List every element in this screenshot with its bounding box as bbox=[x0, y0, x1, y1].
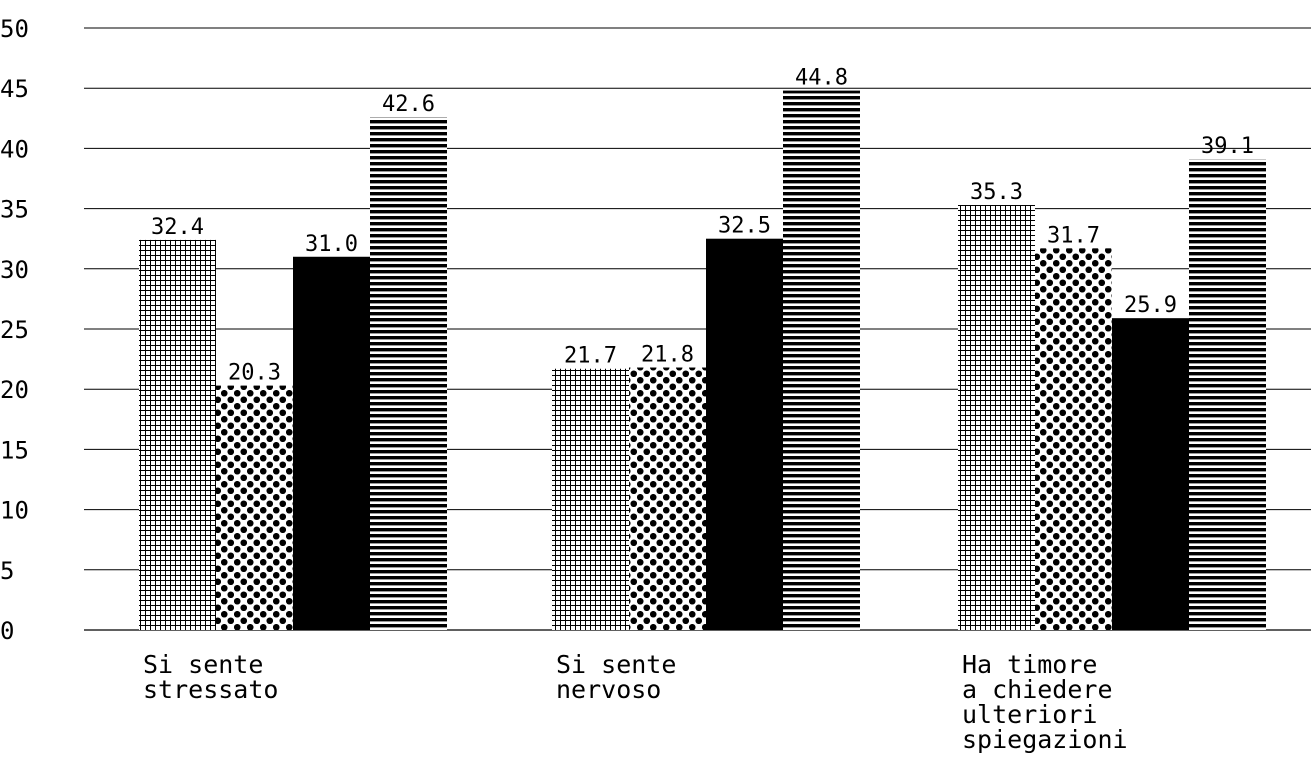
data-labels: 32.4 21.7 35.3 20.3 21.8 31.7 31.0 32.5 25.9 42.6… bbox=[151, 66, 1254, 386]
data-label: 21.8 bbox=[641, 343, 694, 368]
data-label: 35.3 bbox=[970, 180, 1023, 205]
category-labels: Si sente stressato Si sente nervoso Ha timor… bbox=[143, 650, 1128, 754]
y-tick-label: 5 bbox=[0, 557, 14, 585]
data-label: 39.1 bbox=[1201, 134, 1254, 159]
bar bbox=[216, 385, 293, 630]
bar bbox=[1035, 248, 1112, 630]
bar bbox=[293, 256, 370, 630]
y-tick-label: 20 bbox=[0, 376, 29, 404]
category-label: Si sente nervoso bbox=[556, 650, 676, 704]
y-tick-label: 30 bbox=[0, 256, 29, 284]
y-tick-label: 40 bbox=[0, 135, 29, 163]
y-tick-label: 35 bbox=[0, 196, 29, 224]
y-axis-ticks: 0 5 10 15 20 25 30 35 40 45 50 bbox=[0, 15, 29, 645]
bar bbox=[958, 204, 1035, 630]
bar bbox=[370, 117, 447, 630]
data-label: 32.4 bbox=[151, 215, 204, 240]
y-tick-label: 10 bbox=[0, 497, 29, 525]
data-label: 31.7 bbox=[1047, 223, 1100, 248]
bar bbox=[706, 238, 783, 630]
data-label: 42.6 bbox=[382, 92, 435, 117]
y-tick-label: 45 bbox=[0, 75, 29, 103]
data-label: 32.5 bbox=[718, 214, 771, 239]
data-label: 21.7 bbox=[564, 344, 617, 369]
y-tick-label: 0 bbox=[0, 617, 14, 645]
category-label: Ha timore a chiedere ulteriori spiegazioni bbox=[962, 650, 1128, 754]
data-label: 31.0 bbox=[305, 232, 358, 257]
bar bbox=[1112, 318, 1189, 630]
bar bbox=[629, 367, 706, 630]
bars bbox=[139, 90, 1266, 631]
data-label: 44.8 bbox=[795, 66, 848, 91]
bar bbox=[552, 368, 629, 630]
bar bbox=[783, 90, 860, 630]
data-label: 25.9 bbox=[1124, 293, 1177, 318]
bar bbox=[1189, 159, 1266, 630]
y-tick-label: 15 bbox=[0, 436, 29, 464]
y-tick-label: 50 bbox=[0, 15, 29, 43]
category-label: Si sente stressato bbox=[143, 650, 278, 704]
y-tick-label: 25 bbox=[0, 316, 29, 344]
data-label: 20.3 bbox=[228, 361, 281, 386]
bar bbox=[139, 239, 216, 631]
